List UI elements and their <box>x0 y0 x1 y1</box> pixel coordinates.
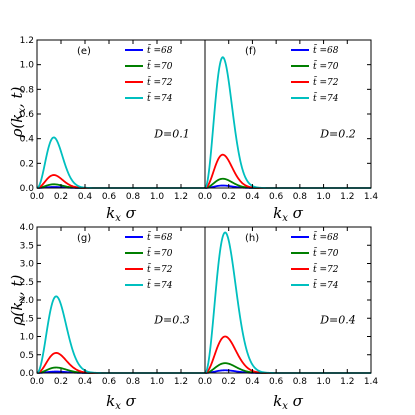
y-tick-label-g-1: 0.5 <box>20 351 34 361</box>
d-annotation-e: D=0.1 <box>153 128 190 141</box>
x-tick-label-e-6: 1.2 <box>174 192 188 202</box>
panel-h: 0.0 0.2 0.4 0.6 0.8 1.0 1.2 1.4 (h) D=0.4 t̃ =68 t̃… <box>198 226 379 387</box>
legend-entry-g-0: t̃ =68 <box>147 230 173 243</box>
svg-text:ρ(kx, t): ρ(kx, t) <box>8 274 28 326</box>
legend-entry-g-1: t̃ =70 <box>147 246 173 259</box>
svg-text:ρ(kx, t): ρ(kx, t) <box>8 86 28 138</box>
x-axis-label-f: kx σ <box>273 204 304 224</box>
legend-entry-h-1: t̃ =70 <box>313 246 339 259</box>
y-tick-label-g-2: 1.0 <box>20 333 35 343</box>
legend-entry-e-0: t̃ =68 <box>147 43 173 56</box>
series-line-h-2 <box>204 335 371 374</box>
x-tick-label-h-7: 1.4 <box>364 377 379 387</box>
y-axis-label-bottom: ρ(kx, t) <box>8 274 28 326</box>
x-tick-label-g-5: 1.0 <box>150 377 165 387</box>
legend-entry-f-1: t̃ =70 <box>313 59 339 72</box>
x-tick-label-e-3: 0.6 <box>102 192 117 202</box>
x-tick-label-e-5: 1.0 <box>150 192 165 202</box>
x-tick-label-g-6: 1.2 <box>174 377 188 387</box>
series-line-h-3 <box>204 231 371 374</box>
x-tick-label-g-2: 0.4 <box>78 377 93 387</box>
y-tick-label-e-5: 1.0 <box>20 61 35 71</box>
y-tick-label-g-7: 3.5 <box>20 241 34 251</box>
d-annotation-f: D=0.2 <box>319 128 356 141</box>
x-tick-label-g-4: 0.8 <box>126 377 141 387</box>
x-tick-label-f-6: 1.2 <box>340 192 354 202</box>
panel-label-f: (f) <box>245 46 256 57</box>
x-tick-label-e-1: 0.2 <box>54 192 68 202</box>
y-tick-label-g-8: 4.0 <box>20 223 35 233</box>
y-tick-label-g-4: 2.0 <box>20 296 35 306</box>
panel-e: 0.0 0.2 0.4 0.6 0.8 1.0 1.2 0.0 0.2 0.4 0.6 0.8 1.0 1… <box>20 36 206 202</box>
x-tick-label-g-3: 0.6 <box>102 377 117 387</box>
x-tick-label-f-7: 1.4 <box>364 192 379 202</box>
y-tick-label-e-0: 0.0 <box>20 184 35 194</box>
y-tick-label-g-0: 0.0 <box>20 369 35 379</box>
plot-frame-g <box>36 226 206 374</box>
legend-entry-h-0: t̃ =68 <box>313 230 339 243</box>
y-tick-label-g-6: 3.0 <box>20 260 35 270</box>
legend-entry-g-2: t̃ =72 <box>147 262 173 275</box>
panel-f: 0.0 0.2 0.4 0.6 0.8 1.0 1.2 1.4 (f) D=0.2 t̃ =68 t̃… <box>198 39 379 202</box>
x-tick-label-e-2: 0.4 <box>78 192 93 202</box>
legend-entry-e-2: t̃ =72 <box>147 75 173 88</box>
legend-entry-h-3: t̃ =74 <box>313 278 339 291</box>
x-tick-label-h-6: 1.2 <box>340 377 354 387</box>
x-tick-label-h-4: 0.8 <box>293 377 308 387</box>
x-tick-label-g-0: 0.0 <box>30 377 45 387</box>
plot-frame-f <box>204 39 372 189</box>
legend-entry-e-3: t̃ =74 <box>147 91 173 104</box>
d-annotation-g: D=0.3 <box>153 313 190 326</box>
legend-entry-f-2: t̃ =72 <box>313 75 339 88</box>
x-tick-label-f-1: 0.2 <box>222 192 236 202</box>
y-tick-label-e-1: 0.2 <box>20 159 34 169</box>
y-tick-label-g-3: 1.5 <box>20 314 34 324</box>
x-tick-label-e-4: 0.8 <box>126 192 141 202</box>
y-tick-label-e-6: 1.2 <box>20 36 34 46</box>
series-line-g-3 <box>36 295 205 374</box>
y-tick-label-e-4: 0.8 <box>20 85 35 95</box>
series-line-f-2 <box>204 153 371 189</box>
panel-label-g: (g) <box>77 233 91 244</box>
legend-entry-f-3: t̃ =74 <box>313 91 339 104</box>
x-tick-label-h-3: 0.6 <box>269 377 284 387</box>
panel-label-h: (h) <box>245 233 259 244</box>
y-tick-label-g-5: 2.5 <box>20 278 34 288</box>
x-tick-label-f-5: 1.0 <box>316 192 331 202</box>
x-tick-label-f-3: 0.6 <box>269 192 284 202</box>
x-tick-label-e-0: 0.0 <box>30 192 45 202</box>
x-axis-label-h: kx σ <box>273 392 304 412</box>
x-tick-label-g-1: 0.2 <box>54 377 68 387</box>
legend-entry-h-2: t̃ =72 <box>313 262 339 275</box>
plot-frame-e <box>36 39 206 189</box>
series-line-g-2 <box>36 352 205 374</box>
series-line-h-1 <box>204 362 371 374</box>
y-tick-label-e-3: 0.6 <box>20 110 35 120</box>
legend-entry-f-0: t̃ =68 <box>313 43 339 56</box>
panels: 0.0 0.2 0.4 0.6 0.8 1.0 1.2 0.0 0.2 0.4 0.6 0.8 1.0 1… <box>20 36 379 387</box>
x-tick-label-f-0: 0.0 <box>198 192 213 202</box>
legend-entry-e-1: t̃ =70 <box>147 59 173 72</box>
x-tick-label-h-5: 1.0 <box>316 377 331 387</box>
legend-entry-g-3: t̃ =74 <box>147 278 173 291</box>
x-axis-label-e: kx σ <box>106 204 137 224</box>
y-tick-label-e-2: 0.4 <box>20 135 35 145</box>
x-tick-label-h-1: 0.2 <box>222 377 236 387</box>
series-line-f-3 <box>204 56 371 189</box>
x-axis-label-g: kx σ <box>106 392 137 412</box>
x-tick-label-h-0: 0.0 <box>198 377 213 387</box>
y-axis-label-top: ρ(kx, t) <box>8 86 28 138</box>
x-tick-label-f-2: 0.4 <box>245 192 260 202</box>
x-tick-label-f-4: 0.8 <box>293 192 308 202</box>
d-annotation-h: D=0.4 <box>319 313 356 326</box>
panel-g: 0.0 0.2 0.4 0.6 0.8 1.0 1.2 0.0 0.5 1.0 1.5 2.0 2.5 3… <box>20 223 206 387</box>
x-tick-label-h-2: 0.4 <box>245 377 260 387</box>
panel-label-e: (e) <box>77 46 91 57</box>
